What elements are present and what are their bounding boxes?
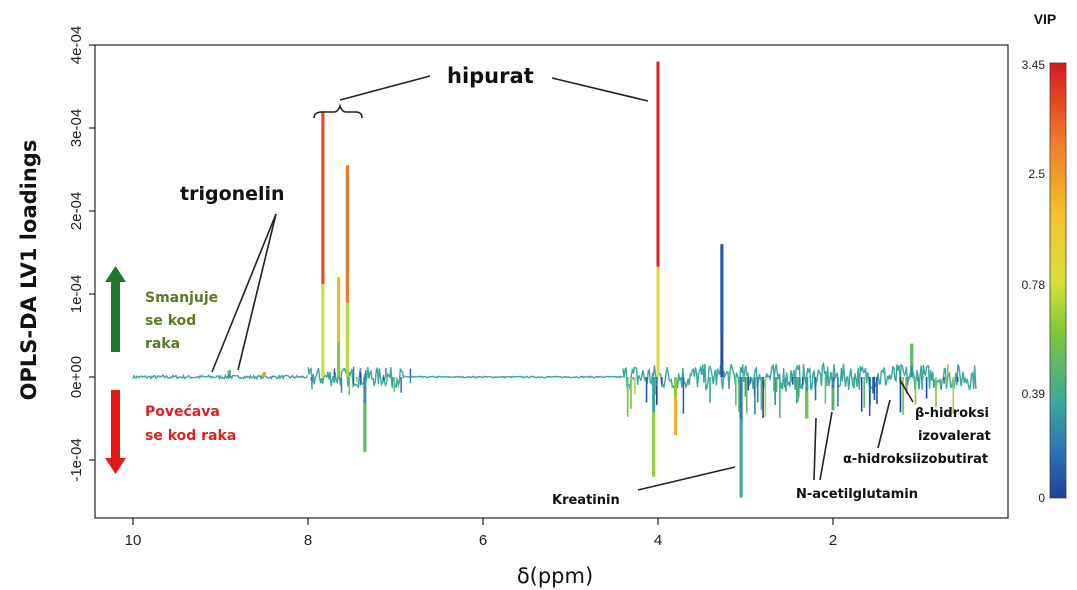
hipurat-brace <box>313 103 363 119</box>
vip-tick-label: 3.45 <box>1022 58 1046 72</box>
hipurat-leader-left <box>339 75 431 101</box>
vip-tick-label: 2.5 <box>1028 167 1045 181</box>
vip-colorbar-gradient <box>1049 62 1067 499</box>
trigonelin-leader-1 <box>211 213 277 373</box>
annotation-leaders <box>211 75 914 491</box>
x-tick-label: 10 <box>125 532 142 549</box>
y-tick-label: -1e-04 <box>68 438 85 481</box>
increase-arrow-up <box>105 266 126 352</box>
vip-tick-label: 0 <box>1038 491 1045 505</box>
y-tick-label: 1e-04 <box>68 275 85 313</box>
y-tick-label: 0e+00 <box>68 356 85 398</box>
b-hidroksi-label-line1: β-hidroksi <box>915 406 989 421</box>
vip-tick-label: 0.78 <box>1022 278 1046 292</box>
trigonelin-label: trigonelin <box>180 183 285 205</box>
loading-trace <box>132 61 978 498</box>
vip-colorbar-title: VIP <box>1034 11 1057 27</box>
hipurat-label: hipurat <box>447 64 534 88</box>
vip-colorbar: VIP 3.45 2.5 0.78 0.39 0 <box>1022 11 1067 505</box>
n-acetil-leader-1 <box>813 417 817 481</box>
down-arrow-shaft <box>111 390 120 458</box>
down-text-line: se kod raka <box>145 428 236 444</box>
up-text-line: se kod <box>145 313 196 329</box>
up-text-line: Smanjuje <box>145 290 218 306</box>
hipurat-leader-right <box>551 77 649 102</box>
y-tick-label: 3e-04 <box>68 109 85 147</box>
up-text-line: raka <box>145 336 180 352</box>
down-arrow-head <box>105 458 126 474</box>
y-axis-ticks: 4e-04 3e-04 2e-04 1e-04 0e+00 -1e-04 <box>68 26 95 482</box>
increase-explanation: Povećava se kod raka <box>145 404 236 444</box>
x-tick-label: 8 <box>304 532 312 549</box>
vip-tick-label: 0.39 <box>1022 387 1046 401</box>
x-tick-label: 4 <box>654 532 662 549</box>
x-axis-ticks: 10 8 6 4 2 <box>125 518 837 549</box>
up-arrow-shaft <box>111 282 120 352</box>
baseline-segment <box>404 375 623 379</box>
decrease-explanation: Smanjuje se kod raka <box>145 290 218 352</box>
baseline-segment <box>622 361 978 392</box>
trigonelin-leader-2 <box>237 213 277 371</box>
n-acetilglutamin-label: N-acetilglutamin <box>796 487 918 502</box>
a-hidroksi-leader <box>877 399 891 449</box>
y-tick-label: 4e-04 <box>68 26 85 64</box>
x-tick-label: 2 <box>829 532 837 549</box>
x-axis-label: δ(ppm) <box>517 564 593 588</box>
y-axis-label: OPLS-DA LV1 loadings <box>17 140 41 401</box>
baseline-segment <box>132 373 308 381</box>
b-hidroksi-leader <box>899 379 914 403</box>
kreatinin-label: Kreatinin <box>552 493 620 508</box>
x-tick-label: 6 <box>479 532 487 549</box>
y-tick-label: 2e-04 <box>68 192 85 230</box>
up-arrow-head <box>105 266 126 282</box>
b-hidroksi-label-line2: izovalerat <box>918 429 991 444</box>
n-acetil-leader-2 <box>819 411 833 481</box>
down-text-line: Povećava <box>145 404 220 420</box>
plot-frame <box>94 44 1009 519</box>
kreatinin-leader <box>637 466 736 491</box>
decrease-arrow-down <box>105 390 126 474</box>
a-hidroksiizobutirat-label: α-hidroksiizobutirat <box>843 452 988 467</box>
